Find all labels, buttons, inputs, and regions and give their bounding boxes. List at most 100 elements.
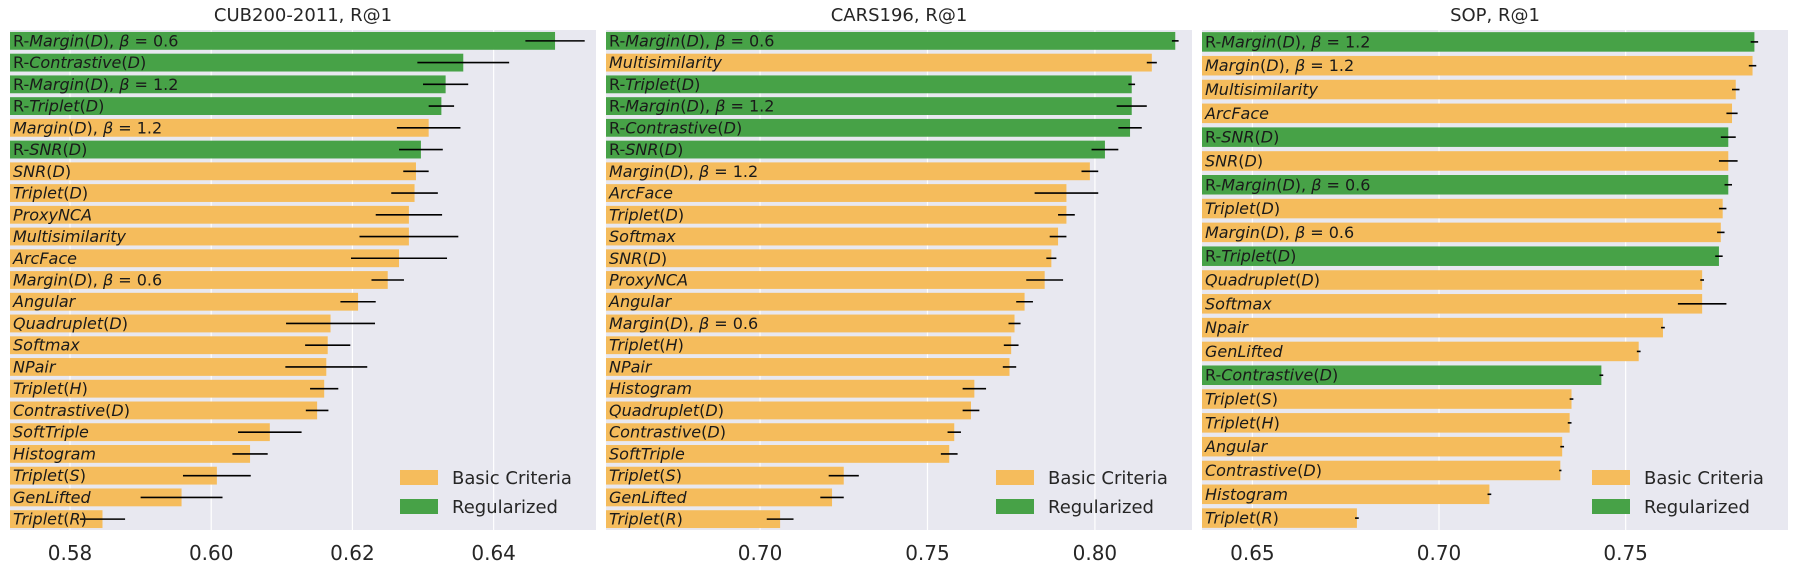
bar-label: Angular <box>1204 437 1269 456</box>
bar-basic <box>606 379 975 398</box>
legend-label-basic: Basic Criteria <box>1644 468 1764 489</box>
legend-label-regularized: Regularized <box>1644 497 1750 518</box>
bar-label: SNR(D) <box>13 162 71 181</box>
bar-basic <box>1202 341 1639 362</box>
bar-label: Histogram <box>1205 485 1288 504</box>
bar-basic <box>10 358 327 376</box>
bar-label: GenLifted <box>1205 342 1283 361</box>
x-tick-label: 0.60 <box>189 541 234 565</box>
legend: Basic Criteria Regularized <box>1592 468 1764 518</box>
bar-basic <box>606 271 1045 289</box>
bar-label: ArcFace <box>12 249 77 268</box>
bar-basic <box>606 423 955 442</box>
bar-basic <box>10 227 409 246</box>
bar-label: Contrastive(D) <box>1205 461 1322 480</box>
bar-regularized <box>1202 175 1729 195</box>
bar-label: ArcFace <box>1204 104 1269 123</box>
bar-regularized <box>606 75 1132 94</box>
bar-regularized <box>1202 127 1729 147</box>
bar-label: Margin(D), β = 1.2 <box>1205 56 1354 75</box>
legend-swatch-basic <box>400 470 438 485</box>
bar-label: Histogram <box>609 379 692 398</box>
bar-label: R-Margin(D), β = 0.6 <box>1205 175 1370 194</box>
bar-label: Margin(D), β = 0.6 <box>1205 223 1354 242</box>
bar-basic <box>10 314 331 333</box>
bar-regularized <box>1202 32 1755 52</box>
bar-regularized <box>10 53 464 72</box>
bar-basic <box>606 162 1090 181</box>
bar-regularized <box>10 140 421 159</box>
legend-swatch-regularized <box>400 499 438 514</box>
bar-label: R-Margin(D), β = 0.6 <box>13 31 178 50</box>
legend: Basic Criteria Regularized <box>996 468 1168 518</box>
chart-title: CUB200-2011, R@1 <box>214 5 392 26</box>
bar-basic <box>10 379 325 398</box>
bar-basic <box>606 488 833 507</box>
bar-basic <box>606 510 781 529</box>
bar-basic <box>1202 436 1563 457</box>
legend-label-regularized: Regularized <box>1048 497 1154 518</box>
x-tick-label: 0.75 <box>905 541 950 565</box>
bar-basic <box>606 53 1152 72</box>
bar-label: SNR(D) <box>609 249 667 268</box>
x-tick-label: 0.62 <box>330 541 375 565</box>
bar-basic <box>606 445 950 463</box>
bar-basic <box>606 292 1025 311</box>
bar-regularized <box>606 31 1176 50</box>
bar-basic <box>10 488 182 507</box>
bar-label: Softmax <box>13 336 80 355</box>
bar-label: R-Contrastive(D) <box>609 118 742 137</box>
bar-basic <box>10 162 416 181</box>
bar-label: R-Triplet(D) <box>609 75 700 94</box>
bar-basic <box>606 466 844 485</box>
legend: Basic Criteria Regularized <box>400 468 572 518</box>
bar-regularized <box>606 97 1132 115</box>
chart-panel-1: CUB200-2011, R@1 R-Margin(D), β = 0.6 R-Co… <box>10 5 596 565</box>
bar-basic <box>10 423 270 442</box>
x-tick-label: 0.70 <box>738 541 783 565</box>
bar-label: ArcFace <box>608 184 673 203</box>
bar-basic <box>1202 103 1733 124</box>
bar-label: NPair <box>609 357 653 376</box>
bar-label: Softmax <box>1205 294 1272 313</box>
bar-regularized <box>1202 365 1602 385</box>
bar-basic <box>1202 151 1729 171</box>
bar-label: Margin(D), β = 0.6 <box>13 271 162 290</box>
bar-basic <box>10 445 251 463</box>
bar-label: Triplet(S) <box>1205 390 1278 409</box>
bar-label: Triplet(H) <box>1205 413 1280 432</box>
bar-label: ProxyNCA <box>609 271 688 290</box>
bar-label: R-Contrastive(D) <box>13 53 146 72</box>
bar-basic <box>606 358 1010 376</box>
bar-basic <box>606 249 1052 268</box>
bar-label: ProxyNCA <box>13 205 92 224</box>
bar-label: R-Margin(D), β = 1.2 <box>609 97 774 116</box>
bar-label: Triplet(R) <box>13 510 87 529</box>
bar-label: GenLifted <box>13 488 91 507</box>
x-tick-label: 0.58 <box>48 541 93 565</box>
legend-swatch-basic <box>1592 470 1630 485</box>
bar-label: Quadruplet(D) <box>1205 271 1320 290</box>
legend-swatch-basic <box>996 470 1034 485</box>
legend-label-basic: Basic Criteria <box>452 468 572 489</box>
bar-label: Multisimilarity <box>1205 80 1318 99</box>
bar-basic <box>10 401 318 420</box>
bar-regularized <box>606 140 1105 159</box>
bar-label: GenLifted <box>609 488 687 507</box>
bar-label: Triplet(D) <box>13 184 88 203</box>
bar-label: R-Triplet(D) <box>13 97 104 116</box>
bar-basic <box>606 227 1059 246</box>
bar-basic <box>10 292 359 311</box>
bar-label: R-Margin(D), β = 1.2 <box>1205 32 1370 51</box>
bar-basic <box>1202 55 1753 76</box>
legend-swatch-regularized <box>996 499 1034 514</box>
bar-label: R-SNR(D) <box>609 140 683 159</box>
bar-basic <box>1202 317 1663 338</box>
bar-regularized <box>10 75 446 94</box>
bar-basic <box>1202 270 1703 290</box>
bar-label: Triplet(H) <box>13 379 88 398</box>
bar-basic <box>1202 508 1357 528</box>
bar-label: Quadruplet(D) <box>13 314 128 333</box>
bar-label: Angular <box>608 292 673 311</box>
bar-basic <box>10 336 328 355</box>
